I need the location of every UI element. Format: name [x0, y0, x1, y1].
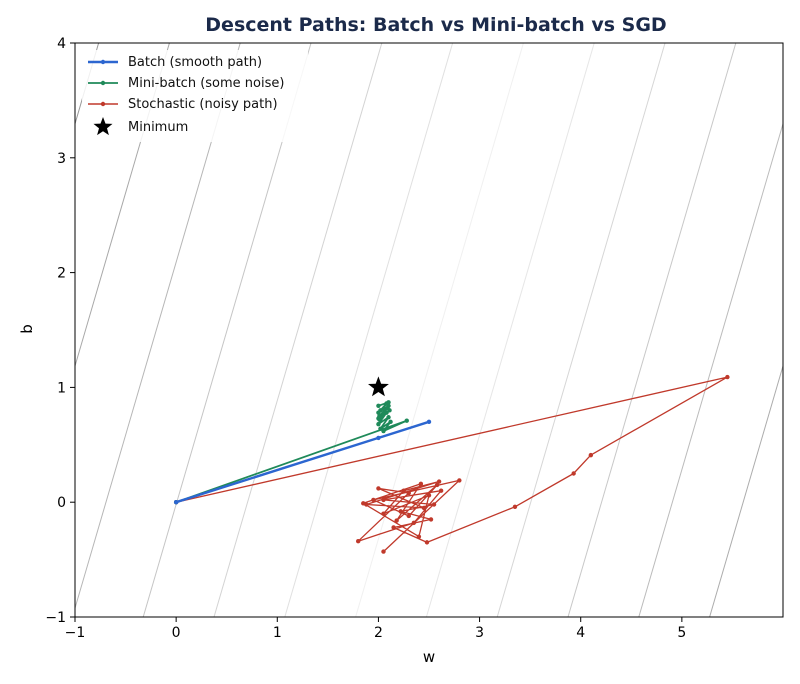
- series-point-stochastic: [406, 490, 411, 496]
- legend-label-minimum: Minimum: [128, 120, 188, 135]
- series-point-stochastic: [398, 509, 403, 514]
- minimum-marker-layer: [368, 376, 389, 397]
- series-point-stochastic: [371, 497, 376, 503]
- y-tick-label: 4: [57, 36, 66, 52]
- minimum-star-icon: [368, 376, 389, 397]
- y-axis-ticks: −1 0 1 2 3 4: [45, 36, 75, 626]
- series-point-minibatch: [378, 408, 383, 413]
- contour-line: [213, 43, 383, 617]
- chart-title: Descent Paths: Batch vs Mini-batch vs SG…: [205, 14, 666, 36]
- x-tick-label: −1: [65, 625, 86, 641]
- series-point-stochastic: [588, 452, 594, 458]
- x-tick-label: 1: [273, 625, 282, 641]
- legend-marker-stochastic: [100, 101, 106, 107]
- series-point-stochastic: [512, 504, 518, 509]
- series-point-stochastic: [391, 525, 396, 530]
- x-tick-label: 3: [475, 625, 484, 641]
- series-point-stochastic: [424, 540, 430, 545]
- x-tick-label: 4: [576, 625, 585, 641]
- legend-label-batch: Batch (smooth path): [128, 55, 262, 70]
- series-point-stochastic: [361, 501, 366, 506]
- x-tick-label: 2: [374, 625, 383, 641]
- legend-item-stochastic: Stochastic (noisy path): [88, 97, 278, 112]
- series-point-minibatch: [378, 426, 383, 431]
- series-point-stochastic: [406, 513, 411, 519]
- contour-line: [567, 43, 737, 617]
- contour-line: [355, 43, 524, 617]
- series-point-stochastic: [426, 493, 432, 498]
- series-point-minibatch: [381, 428, 386, 434]
- x-axis-ticks: −1 0 1 2 3 4 5: [65, 617, 686, 641]
- series-point-batch: [376, 435, 381, 441]
- contour-line: [638, 122, 783, 617]
- legend-box: [82, 50, 308, 142]
- series-point-minibatch: [376, 421, 381, 427]
- legend-item-batch: Batch (smooth path): [88, 55, 262, 70]
- y-tick-label: −1: [45, 610, 66, 626]
- series-point-stochastic: [436, 479, 442, 484]
- series-line-minibatch: [175, 401, 408, 504]
- series-point-minibatch: [388, 419, 393, 425]
- series-point-minibatch: [384, 410, 389, 415]
- series-point-stochastic: [376, 486, 381, 491]
- legend-item-minimum: Minimum: [93, 117, 188, 136]
- y-tick-label: 2: [57, 266, 66, 282]
- plot-frame: [74, 42, 784, 618]
- x-axis-label: w: [423, 648, 435, 666]
- legend-marker-minibatch: [100, 80, 106, 86]
- series-point-minibatch: [386, 415, 391, 420]
- contour-line: [709, 364, 783, 617]
- x-tick-label: 5: [677, 625, 686, 641]
- series-point-stochastic: [418, 481, 424, 487]
- series-point-minibatch: [377, 413, 382, 419]
- legend-label-stochastic: Stochastic (noisy path): [128, 97, 278, 112]
- series-point-stochastic: [356, 539, 361, 544]
- y-tick-label: 3: [57, 151, 66, 167]
- series-point-stochastic: [381, 549, 386, 554]
- series-point-minibatch: [376, 403, 381, 408]
- series-point-stochastic: [571, 471, 576, 476]
- legend: Batch (smooth path) Mini-batch (some noi…: [82, 50, 308, 142]
- series-point-stochastic: [381, 511, 386, 516]
- series-point-minibatch: [386, 400, 391, 405]
- series-point-stochastic: [411, 520, 417, 526]
- contour-line: [284, 43, 454, 617]
- legend-item-minibatch: Mini-batch (some noise): [88, 76, 284, 91]
- series-point-stochastic: [428, 517, 434, 522]
- series-point-batch: [173, 500, 179, 505]
- legend-marker-batch: [100, 59, 106, 65]
- contour-line: [425, 43, 595, 617]
- series-point-stochastic: [457, 478, 462, 483]
- series-point-stochastic: [401, 488, 406, 493]
- series-point-minibatch: [404, 418, 409, 423]
- y-tick-label: 0: [57, 495, 66, 511]
- legend-star-icon: [93, 117, 113, 136]
- contour-line: [496, 43, 666, 617]
- series-point-stochastic: [394, 518, 399, 523]
- series-point-stochastic: [725, 374, 730, 380]
- series-point-stochastic: [431, 502, 437, 507]
- series-point-stochastic: [416, 534, 422, 539]
- series-point-stochastic: [438, 488, 444, 493]
- series-point-stochastic: [381, 497, 386, 503]
- series-point-batch: [426, 419, 432, 425]
- series-point-stochastic: [434, 482, 440, 488]
- y-axis-label: b: [18, 324, 36, 334]
- x-tick-label: 0: [172, 625, 181, 641]
- y-tick-label: 1: [57, 380, 66, 396]
- series-point-stochastic: [421, 505, 427, 511]
- legend-label-minibatch: Mini-batch (some noise): [128, 76, 284, 91]
- series-layer: [173, 374, 730, 554]
